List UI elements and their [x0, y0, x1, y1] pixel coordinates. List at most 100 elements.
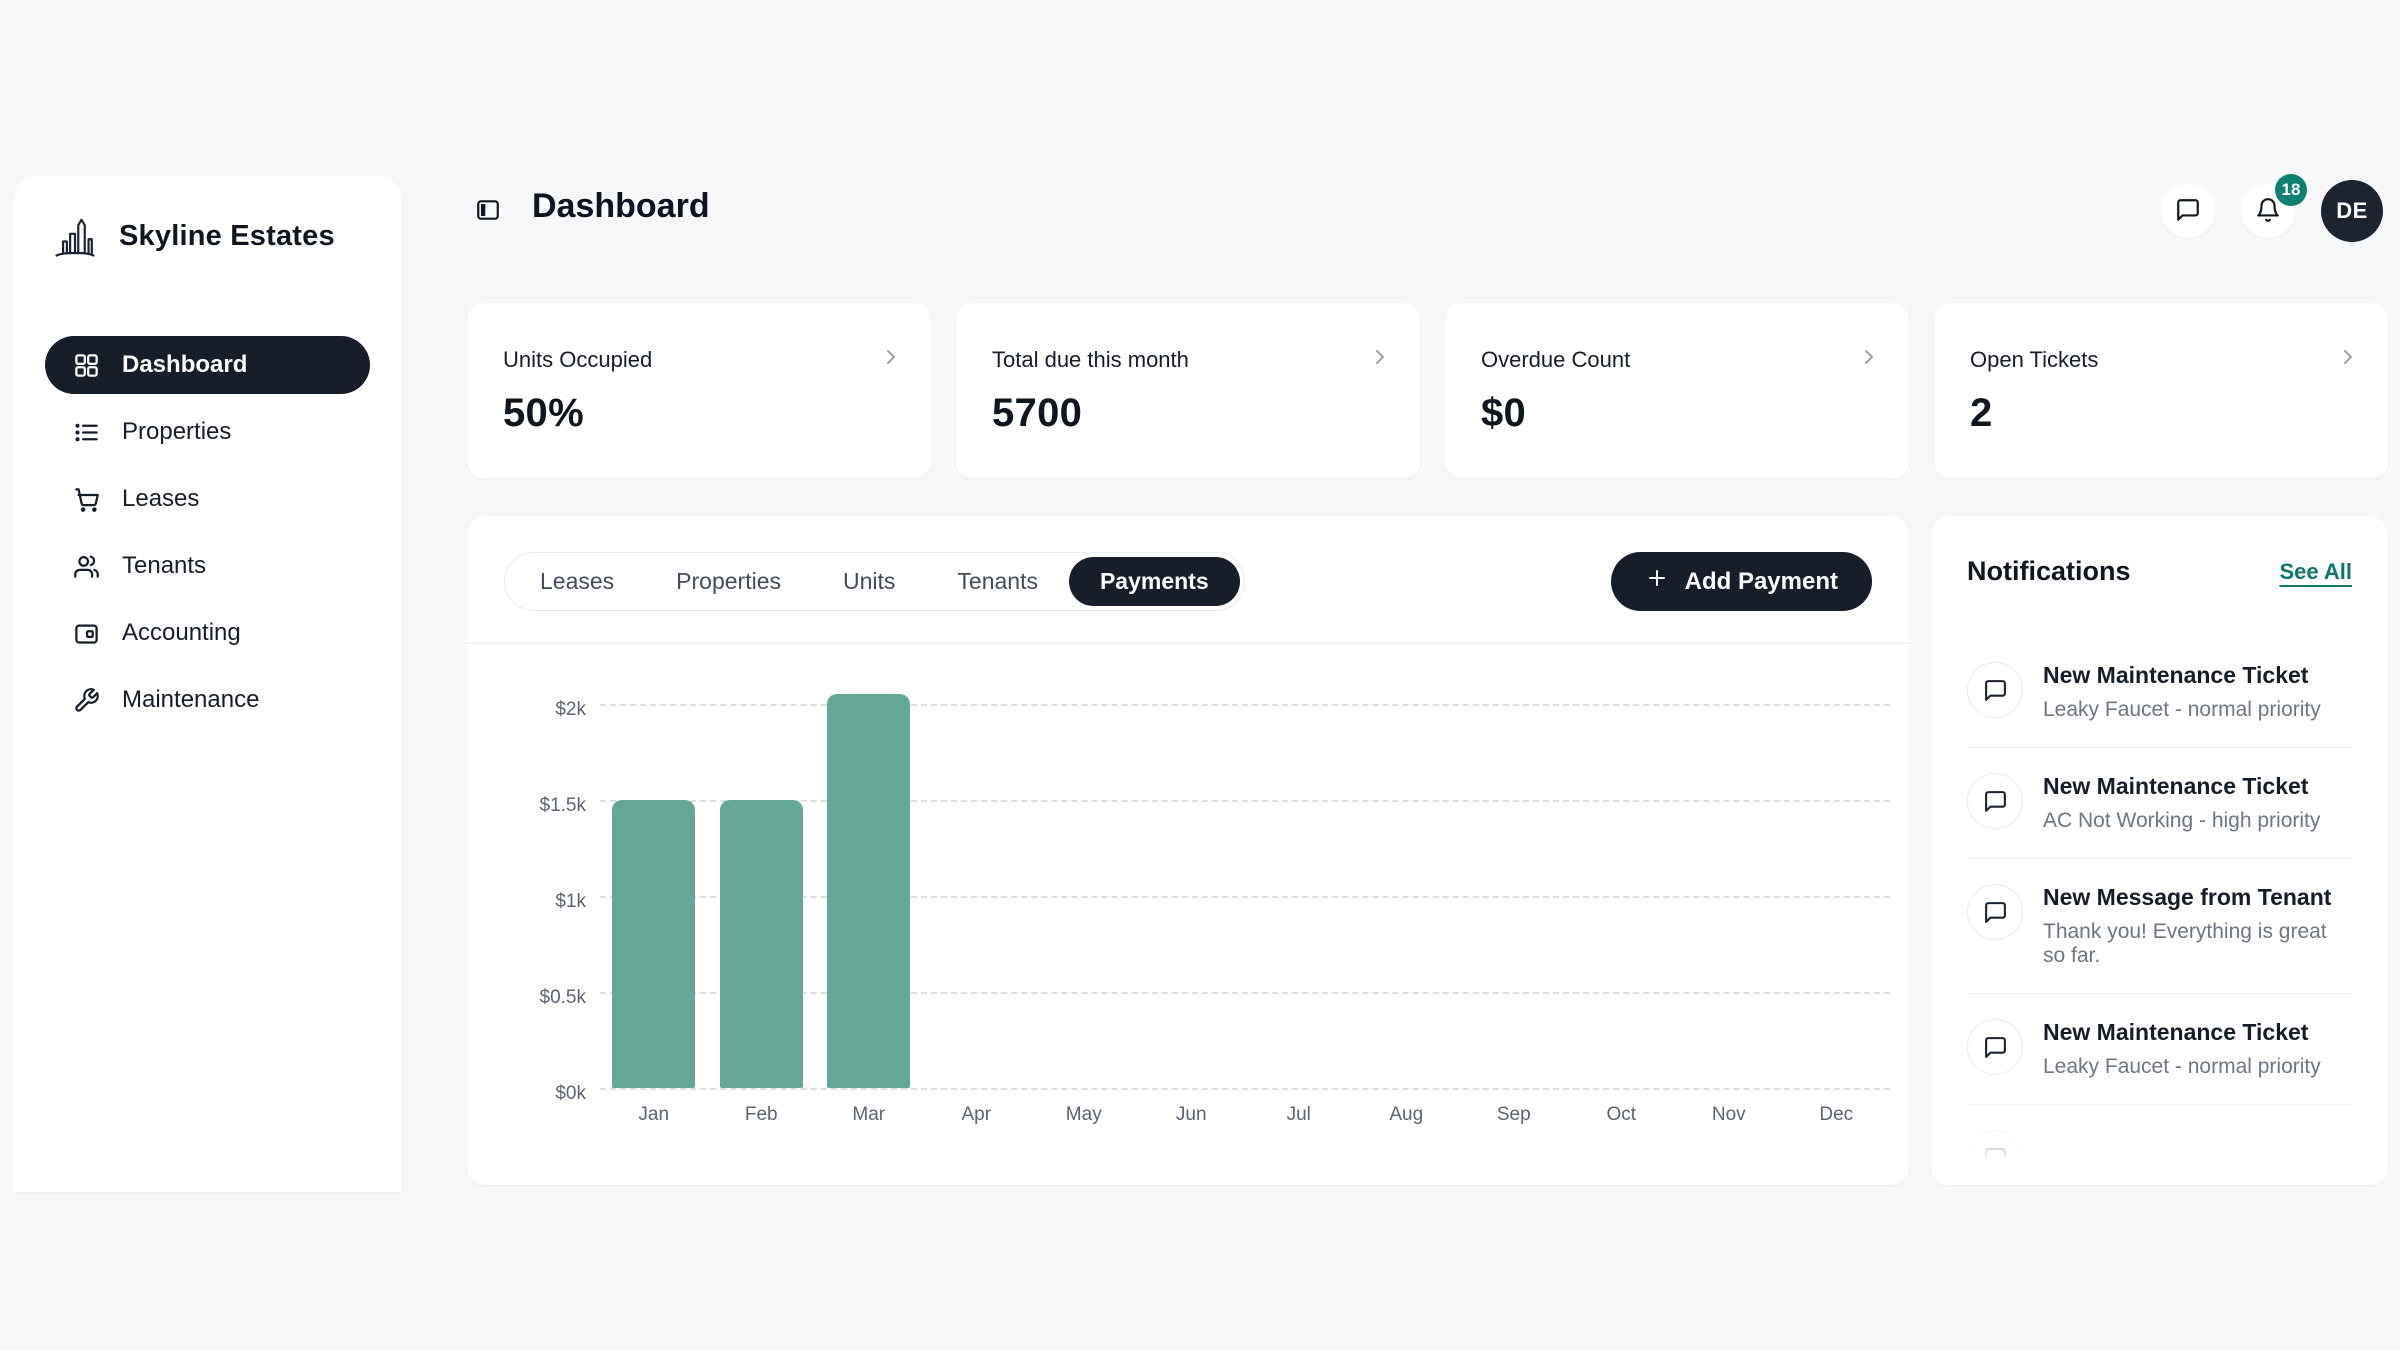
notification-item[interactable]: New Maintenance Ticket AC Not Working - h… [1967, 748, 2352, 859]
notification-item[interactable]: New Message from Tenant Thank you! Everyt… [1967, 859, 2352, 994]
bar-slot-sep [1460, 694, 1568, 1088]
notification-text: New Maintenance Ticket Leaky Faucet - nor… [2043, 1019, 2321, 1079]
notification-title: New Maintenance Ticket [2043, 1019, 2309, 1045]
content-row: Leases Properties Units Tenants Payments Add… [467, 516, 2388, 1185]
messages-button[interactable] [2161, 184, 2215, 238]
bar-series [600, 694, 1890, 1088]
stat-value: $0 [1481, 391, 1527, 435]
wrench-icon [73, 687, 100, 714]
tab-properties[interactable]: Properties [645, 557, 812, 606]
notification-text: New Message from Tenant Thank you! Everyt… [2043, 884, 2352, 968]
chat-bubble-icon [1967, 1019, 2023, 1075]
stat-card[interactable]: Open Tickets 2 [1934, 303, 2388, 478]
y-axis-tick: $0k [555, 1083, 586, 1104]
stat-value: 2 [1970, 391, 1993, 435]
avatar[interactable]: DE [2321, 180, 2383, 242]
notifications-title: Notifications [1967, 556, 2131, 586]
plus-icon [1645, 566, 1669, 597]
notifications-list: New Maintenance Ticket Leaky Faucet - nor… [1967, 637, 2352, 1105]
chevron-right-icon [1857, 345, 1881, 374]
bar-slot-mar [815, 694, 923, 1088]
panel-left-icon [475, 199, 501, 226]
sidebar-item-label: Dashboard [122, 351, 248, 378]
gridline [600, 895, 1890, 898]
tab-leases[interactable]: Leases [509, 557, 645, 606]
notification-title: New Message from Tenant [2043, 884, 2332, 910]
notification-text: New Maintenance Ticket Leaky Faucet - nor… [2043, 662, 2321, 722]
y-axis-tick: $2k [555, 698, 586, 720]
sidebar-item-label: Tenants [122, 552, 207, 579]
stat-card[interactable]: Units Occupied 50% [467, 303, 931, 478]
sidebar-item-tenants[interactable]: Tenants [45, 537, 370, 595]
stat-value: 5700 [992, 391, 1083, 435]
bar-feb[interactable] [719, 799, 803, 1088]
bar-slot-apr [923, 694, 1031, 1088]
chart-header: Leases Properties Units Tenants Payments Add… [467, 516, 1909, 644]
notification-item-partial[interactable] [1967, 1105, 2352, 1185]
see-all-link[interactable]: See All [2279, 558, 2352, 584]
stat-card[interactable]: Total due this month 5700 [956, 303, 1420, 478]
sidebar-nav: Dashboard Properties Leases Tenants Accounti… [45, 336, 370, 729]
sidebar-item-leases[interactable]: Leases [45, 470, 370, 528]
stat-label: Total due this month [992, 347, 1189, 372]
sidebar-item-maintenance[interactable]: Maintenance [45, 671, 370, 729]
sidebar-toggle-button[interactable] [473, 196, 503, 226]
notification-item[interactable]: New Maintenance Ticket Leaky Faucet - nor… [1967, 994, 2352, 1105]
sidebar-item-properties[interactable]: Properties [45, 403, 370, 461]
tab-payments[interactable]: Payments [1068, 557, 1240, 606]
x-axis-tick: May [1065, 1104, 1102, 1125]
bar-slot-feb [708, 694, 816, 1088]
header-actions: 18 DE [2161, 174, 2383, 242]
tab-units[interactable]: Units [812, 557, 926, 606]
stat-label: Open Tickets [1970, 347, 2099, 372]
chevron-right-icon [879, 345, 903, 374]
bar-slot-nov [1675, 694, 1783, 1088]
x-axis-tick: Sep [1496, 1104, 1531, 1125]
x-axis-tick: Dec [1819, 1104, 1854, 1125]
cart-icon [73, 486, 100, 513]
y-axis-tick: $1k [555, 890, 586, 912]
bar-chart-plot: $0k $0.5k $1k $1.5k $2k [540, 694, 1890, 1104]
notification-title: New Maintenance Ticket [2043, 773, 2309, 799]
bar-slot-jul [1245, 694, 1353, 1088]
gridline [600, 799, 1890, 802]
notification-subtitle: AC Not Working - high priority [2043, 809, 2321, 832]
page-title: Dashboard [532, 187, 710, 225]
gridline [600, 1088, 1890, 1090]
add-payment-label: Add Payment [1684, 567, 1838, 595]
users-icon [73, 553, 100, 580]
sidebar-item-label: Accounting [122, 619, 241, 646]
notification-subtitle: Leaky Faucet - normal priority [2043, 1055, 2321, 1078]
x-axis-tick: Nov [1711, 1104, 1746, 1125]
wallet-icon [73, 620, 100, 647]
notification-title: New Maintenance Ticket [2043, 662, 2309, 688]
stat-value: 50% [503, 391, 584, 435]
notification-item[interactable]: New Maintenance Ticket Leaky Faucet - nor… [1967, 637, 2352, 748]
tab-tenants[interactable]: Tenants [926, 557, 1069, 606]
notifications-header: Notifications See All [1967, 556, 2352, 587]
stat-card[interactable]: Overdue Count $0 [1445, 303, 1909, 478]
sidebar-item-dashboard[interactable]: Dashboard [45, 336, 370, 394]
x-axis-tick: Mar [852, 1104, 886, 1125]
notification-count-badge: 18 [2275, 174, 2307, 206]
sidebar-item-label: Leases [122, 485, 200, 512]
notifications-panel: Notifications See All New Maintenance Ti… [1931, 516, 2388, 1185]
payments-chart-card: Leases Properties Units Tenants Payments Add… [467, 516, 1909, 1185]
bar-jan[interactable] [612, 799, 696, 1088]
bar-slot-jun [1138, 694, 1246, 1088]
grid-icon [73, 352, 100, 379]
stats-row: Units Occupied 50% Total due this month 570… [467, 303, 2388, 478]
bar-slot-oct [1568, 694, 1676, 1088]
notifications-button[interactable]: 18 [2241, 174, 2307, 238]
add-payment-button[interactable]: Add Payment [1610, 552, 1872, 611]
stat-label: Overdue Count [1481, 347, 1631, 372]
y-axis-tick: $0.5k [539, 986, 586, 1008]
notification-subtitle: Thank you! Everything is great so far. [2043, 920, 2327, 967]
skyline-logo-icon [49, 210, 101, 262]
bar-slot-may [1030, 694, 1138, 1088]
sidebar-item-accounting[interactable]: Accounting [45, 604, 370, 662]
bar-mar[interactable] [827, 694, 911, 1088]
bell-icon [2255, 197, 2281, 226]
sidebar-item-label: Maintenance [122, 686, 260, 713]
sidebar-item-label: Properties [122, 418, 232, 445]
